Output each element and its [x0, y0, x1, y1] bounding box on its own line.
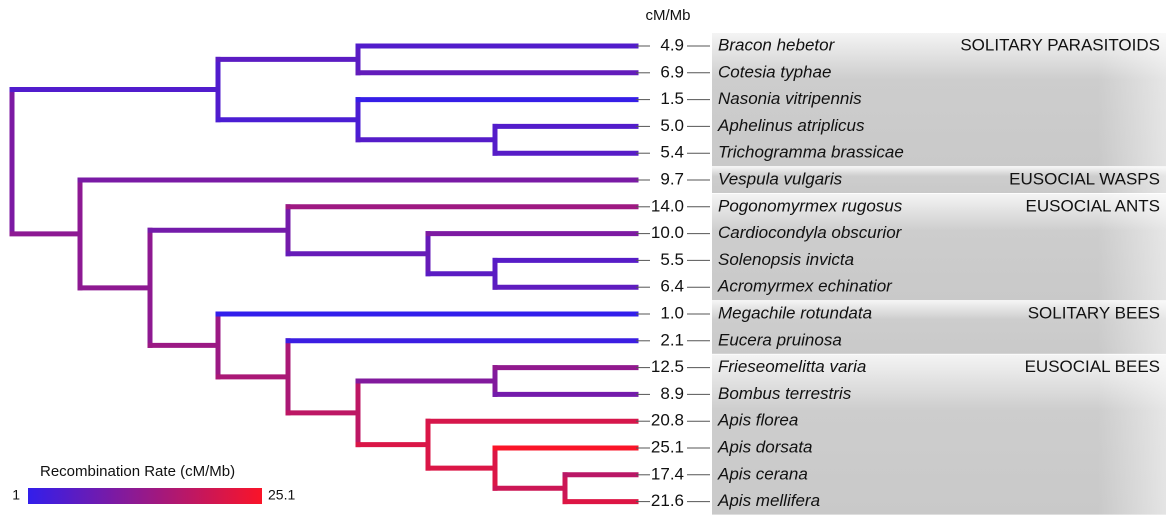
- rate-label: 5.5: [660, 250, 684, 269]
- species-name: Solenopsis invicta: [718, 250, 854, 269]
- column-header: cM/Mb: [646, 7, 691, 24]
- rate-label: 1.0: [660, 303, 684, 322]
- rate-label: 6.4: [660, 277, 684, 296]
- species-name: Apis dorsata: [717, 437, 813, 456]
- species-name: Trichogramma brassicae: [718, 143, 904, 162]
- group-band-fade: [712, 301, 1166, 354]
- rate-label: 5.0: [660, 116, 684, 135]
- species-name: Cardiocondyla obscurior: [718, 223, 903, 242]
- legend-colorbar: [28, 488, 262, 504]
- rate-label: 20.8: [651, 411, 684, 430]
- species-name: Apis florea: [717, 411, 798, 430]
- species-name: Eucera pruinosa: [718, 330, 842, 349]
- species-name: Vespula vulgaris: [718, 169, 843, 188]
- rate-label: 21.6: [651, 491, 684, 510]
- rate-label: 9.7: [660, 169, 684, 188]
- legend-min: 1: [12, 487, 20, 503]
- species-name: Megachile rotundata: [718, 303, 872, 322]
- species-name: Bracon hebetor: [718, 35, 836, 54]
- rate-label: 14.0: [651, 196, 684, 215]
- group-label: SOLITARY PARASITOIDS: [960, 35, 1160, 54]
- species-name: Apis mellifera: [717, 491, 820, 510]
- group-band-fade: [712, 33, 1166, 167]
- rate-label: 17.4: [651, 464, 684, 483]
- species-name: Aphelinus atriplicus: [717, 116, 865, 135]
- group-label: EUSOCIAL WASPS: [1009, 169, 1160, 188]
- legend-max: 25.1: [268, 487, 295, 503]
- species-name: Cotesia typhae: [718, 62, 831, 81]
- rate-label: 12.5: [651, 357, 684, 376]
- rate-label: 5.4: [660, 143, 684, 162]
- group-band-fade: [712, 354, 1166, 515]
- rate-label: 1.5: [660, 89, 684, 108]
- species-name: Pogonomyrmex rugosus: [718, 196, 903, 215]
- rate-label: 4.9: [660, 35, 684, 54]
- rate-label: 10.0: [651, 223, 684, 242]
- species-name: Apis cerana: [717, 464, 808, 483]
- rate-label: 25.1: [651, 437, 684, 456]
- group-label: EUSOCIAL ANTS: [1026, 196, 1160, 215]
- rate-label: 8.9: [660, 384, 684, 403]
- species-name: Bombus terrestris: [718, 384, 852, 403]
- species-name: Frieseomelitta varia: [718, 357, 866, 376]
- species-name: Acromyrmex echinatior: [717, 277, 893, 296]
- group-band-fade: [712, 167, 1166, 193]
- group-label: EUSOCIAL BEES: [1025, 357, 1160, 376]
- legend-title: Recombination Rate (cM/Mb): [40, 463, 235, 480]
- species-name: Nasonia vitripennis: [718, 89, 862, 108]
- rate-label: 6.9: [660, 62, 684, 81]
- rate-label: 2.1: [660, 330, 684, 349]
- group-label: SOLITARY BEES: [1028, 303, 1160, 322]
- group-band-fade: [712, 193, 1166, 301]
